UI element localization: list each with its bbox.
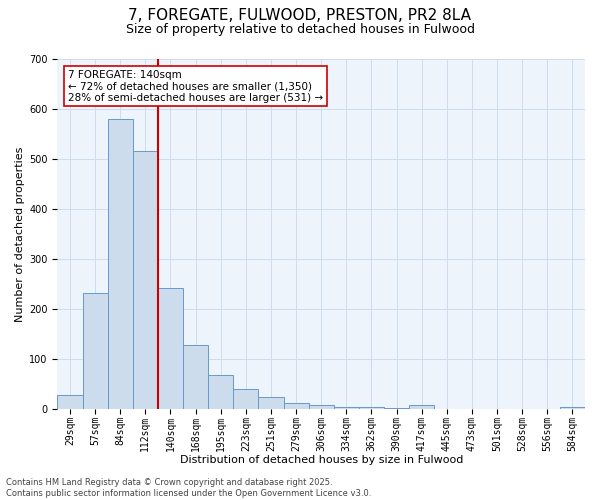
Bar — [58, 396, 83, 409]
Bar — [334, 407, 359, 410]
Y-axis label: Number of detached properties: Number of detached properties — [15, 146, 25, 322]
Bar — [208, 376, 233, 410]
Bar — [183, 346, 208, 410]
Bar — [359, 408, 384, 410]
Bar — [284, 404, 308, 409]
X-axis label: Distribution of detached houses by size in Fulwood: Distribution of detached houses by size … — [179, 455, 463, 465]
Text: 7 FOREGATE: 140sqm
← 72% of detached houses are smaller (1,350)
28% of semi-deta: 7 FOREGATE: 140sqm ← 72% of detached hou… — [68, 70, 323, 102]
Text: Size of property relative to detached houses in Fulwood: Size of property relative to detached ho… — [125, 22, 475, 36]
Bar — [409, 406, 434, 409]
Bar — [233, 390, 259, 409]
Text: 7, FOREGATE, FULWOOD, PRESTON, PR2 8LA: 7, FOREGATE, FULWOOD, PRESTON, PR2 8LA — [128, 8, 472, 22]
Text: Contains HM Land Registry data © Crown copyright and database right 2025.
Contai: Contains HM Land Registry data © Crown c… — [6, 478, 371, 498]
Bar — [308, 406, 334, 409]
Bar — [434, 409, 460, 410]
Bar — [133, 150, 158, 410]
Bar — [560, 408, 585, 410]
Bar — [259, 397, 284, 409]
Bar — [158, 288, 183, 410]
Bar — [83, 292, 107, 410]
Bar — [384, 408, 409, 410]
Bar — [107, 119, 133, 410]
